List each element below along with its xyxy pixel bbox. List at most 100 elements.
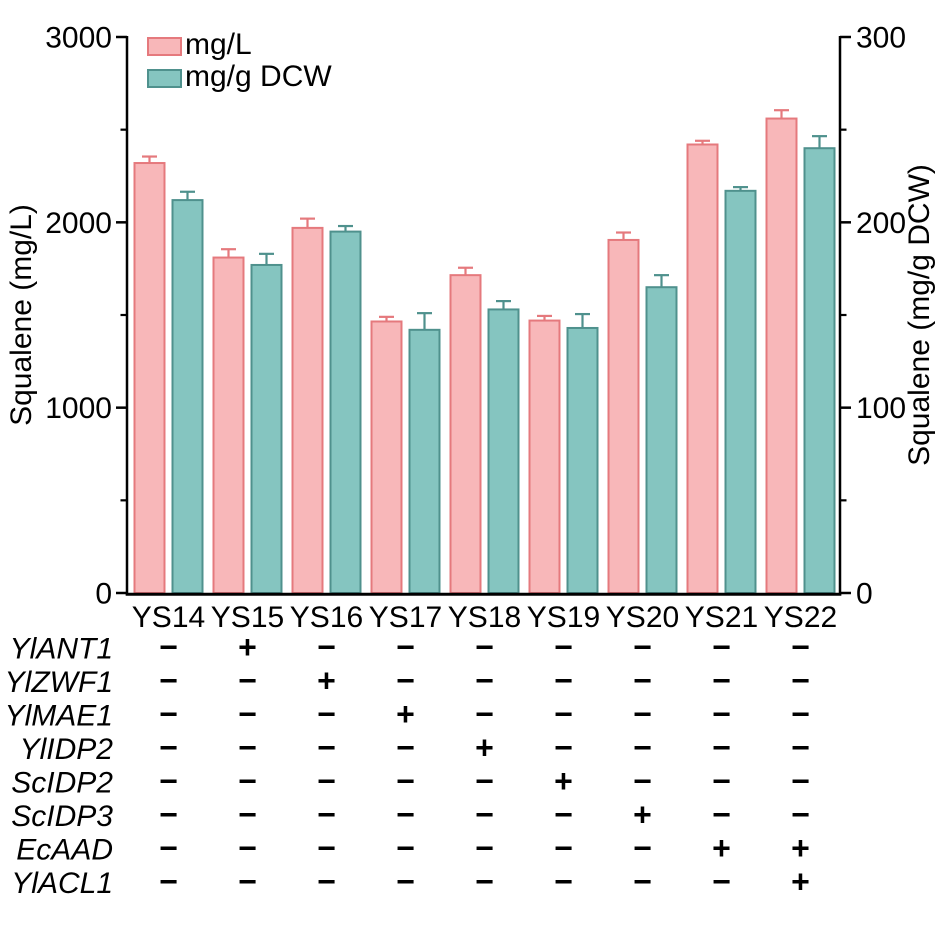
matrix-mark-YlANT1-YS21: − (712, 629, 731, 665)
matrix-mark-ScIDP3-YS19: − (554, 797, 573, 833)
category-label-YS15: YS15 (211, 601, 284, 634)
right-tick-label-0: 0 (856, 578, 873, 611)
category-label-YS21: YS21 (685, 601, 758, 634)
matrix-mark-ScIDP2-YS21: − (712, 763, 731, 799)
left-tick-label-0: 0 (95, 578, 112, 611)
matrix-mark-YlMAE1-YS15: − (238, 696, 257, 732)
matrix-mark-ScIDP2-YS15: − (238, 763, 257, 799)
matrix-mark-YlIDP2-YS22: − (791, 730, 810, 766)
matrix-mark-YlIDP2-YS19: − (554, 730, 573, 766)
matrix-mark-EcAAD-YS14: − (159, 830, 178, 866)
matrix-mark-YlMAE1-YS16: − (317, 696, 336, 732)
matrix-mark-YlACL1-YS17: − (396, 864, 415, 900)
bar-YS21-mg-per-l (686, 143, 719, 594)
matrix-mark-EcAAD-YS17: − (396, 830, 415, 866)
matrix-mark-EcAAD-YS18: − (475, 830, 494, 866)
matrix-mark-EcAAD-YS15: − (238, 830, 257, 866)
matrix-mark-ScIDP3-YS16: − (317, 797, 336, 833)
matrix-mark-YlZWF1-YS22: − (791, 663, 810, 699)
matrix-mark-ScIDP3-YS15: − (238, 797, 257, 833)
matrix-mark-YlACL1-YS15: − (238, 864, 257, 900)
bar-YS18-mg-per-l (449, 274, 482, 594)
bar-YS19-mg-per-g-dcw (566, 326, 599, 594)
gene-label-YlANT1: YlANT1 (10, 633, 113, 666)
category-label-YS16: YS16 (290, 601, 363, 634)
gene-label-ScIDP2: ScIDP2 (11, 767, 113, 800)
matrix-mark-YlZWF1-YS18: − (475, 663, 494, 699)
matrix-mark-ScIDP3-YS20: + (633, 797, 652, 833)
right-tick-label-200: 200 (856, 207, 906, 240)
bar-YS16-mg-per-l (291, 226, 324, 594)
matrix-mark-YlACL1-YS14: − (159, 864, 178, 900)
matrix-mark-YlACL1-YS20: − (633, 864, 652, 900)
matrix-mark-YlMAE1-YS21: − (712, 696, 731, 732)
matrix-mark-YlZWF1-YS15: − (238, 663, 257, 699)
matrix-mark-YlMAE1-YS19: − (554, 696, 573, 732)
matrix-mark-ScIDP3-YS14: − (159, 797, 178, 833)
category-label-YS22: YS22 (764, 601, 837, 634)
matrix-mark-ScIDP2-YS19: + (554, 763, 573, 799)
matrix-mark-ScIDP2-YS14: − (159, 763, 178, 799)
gene-label-EcAAD: EcAAD (16, 834, 113, 867)
left-tick-label-3000: 3000 (45, 22, 112, 55)
matrix-mark-YlIDP2-YS20: − (633, 730, 652, 766)
matrix-mark-YlANT1-YS19: − (554, 629, 573, 665)
matrix-mark-EcAAD-YS22: + (791, 830, 810, 866)
category-label-YS18: YS18 (448, 601, 521, 634)
matrix-mark-YlMAE1-YS14: − (159, 696, 178, 732)
legend-label-mg-per-g-dcw: mg/g DCW (185, 60, 332, 93)
matrix-mark-EcAAD-YS20: − (633, 830, 652, 866)
gene-label-YlACL1: YlACL1 (11, 867, 113, 900)
bar-YS22-mg-per-l (765, 117, 798, 595)
right-axis-title: Squalene (mg/g DCW) (903, 164, 936, 466)
matrix-mark-YlACL1-YS16: − (317, 864, 336, 900)
gene-label-ScIDP3: ScIDP3 (11, 800, 113, 833)
bar-YS18-mg-per-g-dcw (487, 308, 520, 594)
matrix-mark-YlZWF1-YS17: − (396, 663, 415, 699)
bar-YS15-mg-per-l (212, 256, 245, 594)
matrix-mark-YlMAE1-YS18: − (475, 696, 494, 732)
matrix-mark-ScIDP2-YS18: − (475, 763, 494, 799)
legend-swatch-mg-per-l (147, 37, 182, 56)
legend-label-mg-per-l: mg/L (185, 28, 252, 61)
matrix-mark-ScIDP3-YS21: − (712, 797, 731, 833)
matrix-mark-YlZWF1-YS21: − (712, 663, 731, 699)
matrix-mark-ScIDP3-YS22: − (791, 797, 810, 833)
matrix-mark-YlZWF1-YS20: − (633, 663, 652, 699)
category-label-YS20: YS20 (606, 601, 679, 634)
bar-YS14-mg-per-g-dcw (171, 199, 204, 595)
matrix-mark-YlIDP2-YS14: − (159, 730, 178, 766)
matrix-mark-YlANT1-YS18: − (475, 629, 494, 665)
gene-label-YlZWF1: YlZWF1 (5, 666, 113, 699)
matrix-mark-YlIDP2-YS15: − (238, 730, 257, 766)
bar-YS16-mg-per-g-dcw (329, 230, 362, 594)
matrix-mark-YlMAE1-YS22: − (791, 696, 810, 732)
matrix-mark-YlACL1-YS22: + (791, 864, 810, 900)
right-tick-label-100: 100 (856, 392, 906, 425)
matrix-mark-ScIDP2-YS16: − (317, 763, 336, 799)
matrix-mark-YlANT1-YS16: − (317, 629, 336, 665)
category-label-YS19: YS19 (527, 601, 600, 634)
matrix-mark-YlIDP2-YS16: − (317, 730, 336, 766)
matrix-mark-YlMAE1-YS17: + (396, 696, 415, 732)
gene-label-YlIDP2: YlIDP2 (20, 733, 114, 766)
matrix-mark-YlZWF1-YS16: + (317, 663, 336, 699)
matrix-mark-YlANT1-YS17: − (396, 629, 415, 665)
matrix-mark-EcAAD-YS16: − (317, 830, 336, 866)
matrix-mark-ScIDP2-YS17: − (396, 763, 415, 799)
matrix-mark-YlANT1-YS22: − (791, 629, 810, 665)
matrix-mark-YlIDP2-YS17: − (396, 730, 415, 766)
left-axis-title: Squalene (mg/L) (5, 204, 38, 426)
legend-swatch-mg-per-g-dcw (147, 69, 182, 88)
bar-YS15-mg-per-g-dcw (250, 263, 283, 594)
matrix-mark-ScIDP3-YS18: − (475, 797, 494, 833)
category-label-YS17: YS17 (369, 601, 442, 634)
bar-YS19-mg-per-l (528, 319, 561, 594)
gene-label-YlMAE1: YlMAE1 (5, 700, 113, 733)
right-tick-label-300: 300 (856, 22, 906, 55)
matrix-mark-YlACL1-YS21: − (712, 864, 731, 900)
matrix-mark-YlIDP2-YS18: + (475, 730, 494, 766)
matrix-mark-YlACL1-YS18: − (475, 864, 494, 900)
matrix-mark-YlZWF1-YS19: − (554, 663, 573, 699)
